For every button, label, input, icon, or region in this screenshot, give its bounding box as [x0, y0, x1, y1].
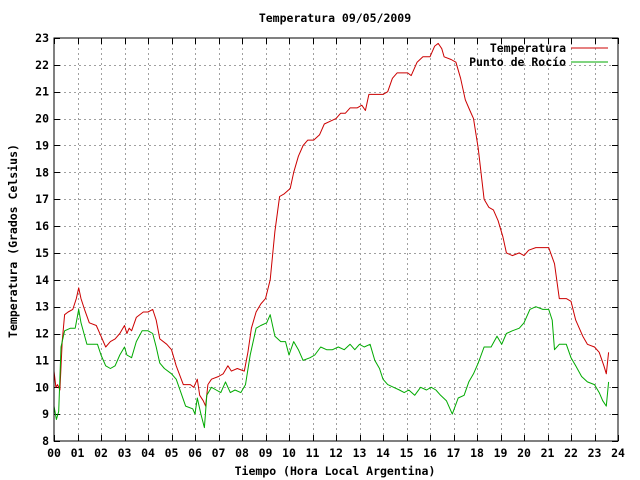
grid: [54, 38, 618, 441]
x-tick-label: 03: [118, 446, 132, 460]
y-axis-label: Temperatura (Grados Celsius): [6, 144, 20, 338]
y-tick-labels: 8 9 10 11 12 13 14 15 16 17 18 19 20 21 22 23: [35, 31, 49, 448]
y-tick-label: 16: [35, 219, 49, 233]
x-tick-label: 21: [541, 446, 555, 460]
x-tick-label: 16: [423, 446, 437, 460]
x-tick-label: 17: [447, 446, 461, 460]
y-tick-label: 23: [35, 31, 49, 45]
x-tick-label: 09: [259, 446, 273, 460]
y-tick-label: 18: [35, 165, 49, 179]
y-tick-label: 11: [35, 353, 49, 367]
x-tick-label: 22: [564, 446, 578, 460]
x-tick-label: 24: [611, 446, 625, 460]
y-tick-label: 14: [35, 273, 49, 287]
tick-marks: [54, 38, 619, 442]
x-tick-label: 18: [470, 446, 484, 460]
x-tick-label: 06: [188, 446, 202, 460]
x-tick-label: 13: [353, 446, 367, 460]
plot-frame: [53, 37, 619, 442]
x-tick-label: 11: [306, 446, 320, 460]
x-tick-label: 08: [235, 446, 249, 460]
x-tick-label: 20: [517, 446, 531, 460]
x-axis-label: Tiempo (Hora Local Argentina): [235, 464, 436, 478]
y-tick-label: 22: [35, 58, 49, 72]
legend-label: Temperatura: [490, 41, 566, 55]
x-tick-label: 12: [329, 446, 343, 460]
x-tick-label: 14: [376, 446, 390, 460]
y-tick-label: 17: [35, 192, 49, 206]
x-tick-labels: 00 01 02 03 04 05 06 07 08 09 10 11 12 13 14 15 16 17 18 19…: [47, 446, 625, 460]
x-tick-label: 07: [212, 446, 226, 460]
y-tick-label: 20: [35, 112, 49, 126]
series-line-temperatura: [53, 42, 610, 407]
x-tick-label: 15: [400, 446, 414, 460]
legend-label: Punto de Rocío: [469, 55, 566, 69]
y-tick-label: 10: [35, 380, 49, 394]
x-tick-label: 05: [165, 446, 179, 460]
x-tick-label: 19: [494, 446, 508, 460]
x-tick-label: 00: [47, 446, 61, 460]
y-tick-label: 13: [35, 300, 49, 314]
chart-title: Temperatura 09/05/2009: [259, 11, 411, 25]
y-tick-label: 21: [35, 85, 49, 99]
x-tick-label: 01: [71, 446, 85, 460]
y-tick-label: 9: [42, 407, 49, 421]
y-tick-label: 12: [35, 327, 49, 341]
y-tick-label: 15: [35, 246, 49, 260]
x-tick-label: 23: [588, 446, 602, 460]
y-tick-label: 19: [35, 138, 49, 152]
y-tick-label: 8: [42, 434, 49, 448]
x-tick-label: 10: [282, 446, 296, 460]
x-tick-label: 02: [94, 446, 108, 460]
series-line-punto-de-rocio: [53, 306, 610, 429]
x-tick-label: 04: [141, 446, 155, 460]
series-lines: [53, 42, 610, 429]
